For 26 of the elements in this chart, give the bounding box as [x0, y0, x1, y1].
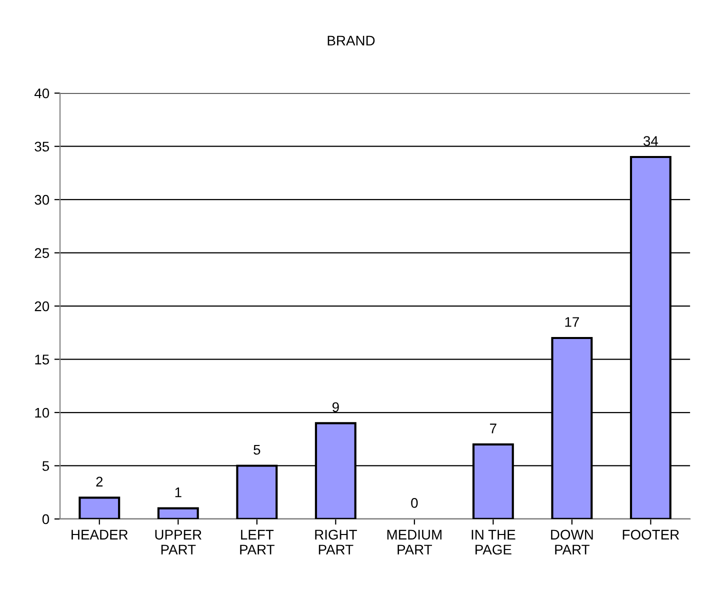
- x-tick-label: DOWN PART: [551, 530, 593, 554]
- data-label: 2: [96, 476, 103, 486]
- y-tick-label: 25: [34, 248, 50, 258]
- y-tick-label: 30: [34, 194, 50, 205]
- data-label: 5: [254, 444, 260, 455]
- y-tick-label: 0: [42, 514, 50, 524]
- x-tick-label: FOOTER: [622, 530, 679, 540]
- data-label: 7: [490, 424, 496, 434]
- y-tick-label: 15: [35, 354, 50, 364]
- y-tick-label: 5: [42, 461, 50, 471]
- data-label: 1: [175, 488, 182, 498]
- x-tick-label: UPPER PART: [155, 530, 202, 554]
- x-tick-label: IN THE PAGE: [472, 530, 516, 555]
- data-label: 0: [411, 498, 418, 508]
- x-tick-label: MEDIUM PART: [387, 530, 442, 554]
- chart-title: BRAND: [328, 36, 375, 46]
- data-label: 17: [565, 317, 579, 327]
- y-tick-label: 20: [34, 301, 50, 312]
- y-tick-label: 40: [34, 88, 50, 98]
- x-tick-label: HEADER: [72, 530, 128, 540]
- y-tick-label: 35: [34, 142, 50, 152]
- x-tick-label: RIGHT PART: [315, 530, 357, 554]
- data-label: 9: [332, 402, 339, 412]
- y-tick-label: 10: [35, 408, 50, 418]
- data-label: 34: [643, 136, 658, 146]
- x-tick-label: LEFT PART: [240, 530, 274, 554]
